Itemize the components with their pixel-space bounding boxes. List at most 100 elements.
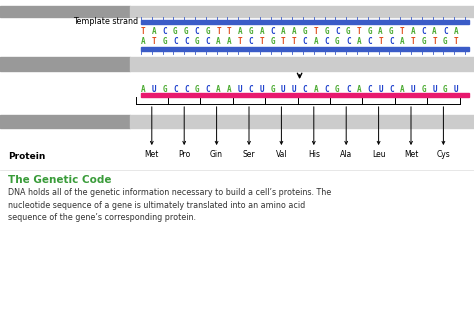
Text: T: T	[227, 27, 232, 36]
Text: A: A	[141, 37, 146, 46]
Text: G: G	[206, 27, 210, 36]
Text: T: T	[454, 37, 458, 46]
Text: G: G	[335, 37, 340, 46]
Text: T: T	[281, 37, 286, 46]
Text: A: A	[357, 37, 361, 46]
Text: U: U	[454, 85, 458, 94]
Text: T: T	[259, 37, 264, 46]
Text: A: A	[281, 27, 286, 36]
Text: A: A	[400, 85, 404, 94]
Text: T: T	[313, 27, 318, 36]
Text: A: A	[432, 27, 437, 36]
Bar	[141, 20, 469, 24]
Text: A: A	[216, 85, 221, 94]
Text: A: A	[238, 27, 243, 36]
Text: G: G	[270, 85, 275, 94]
Text: U: U	[152, 85, 156, 94]
Text: C: C	[335, 27, 340, 36]
Text: C: C	[367, 37, 372, 46]
Text: C: C	[443, 27, 448, 36]
Text: A: A	[313, 85, 318, 94]
Text: G: G	[443, 37, 448, 46]
Text: A: A	[378, 27, 383, 36]
Text: T: T	[238, 37, 243, 46]
Text: G: G	[367, 27, 372, 36]
Text: C: C	[346, 85, 350, 94]
Text: A: A	[227, 37, 232, 46]
Text: C: C	[184, 85, 189, 94]
Text: T: T	[400, 27, 404, 36]
Text: C: C	[367, 85, 372, 94]
Text: C: C	[206, 37, 210, 46]
Text: A: A	[454, 27, 458, 36]
Text: G: G	[303, 27, 307, 36]
Text: T: T	[357, 27, 361, 36]
Text: Val: Val	[275, 150, 287, 159]
Text: G: G	[249, 27, 253, 36]
Text: C: C	[249, 37, 253, 46]
Text: C: C	[324, 37, 329, 46]
Text: G: G	[389, 27, 394, 36]
Text: Cys: Cys	[437, 150, 450, 159]
Text: T: T	[292, 37, 297, 46]
Text: C: C	[162, 27, 167, 36]
Text: G: G	[421, 85, 426, 94]
Text: T: T	[432, 37, 437, 46]
Text: A: A	[313, 37, 318, 46]
Text: G: G	[195, 37, 199, 46]
Text: C: C	[195, 27, 199, 36]
Text: A: A	[141, 85, 146, 94]
Text: Ala: Ala	[340, 150, 352, 159]
Text: Leu: Leu	[372, 150, 385, 159]
Text: Met: Met	[145, 150, 159, 159]
Text: C: C	[249, 85, 253, 94]
Bar	[0, 57, 130, 71]
Text: A: A	[400, 37, 404, 46]
Text: The Genetic Code: The Genetic Code	[8, 175, 111, 185]
Text: DNA holds all of the genetic information necessary to build a cell’s proteins. T: DNA holds all of the genetic information…	[8, 188, 331, 222]
Bar	[141, 47, 469, 51]
Text: G: G	[184, 27, 189, 36]
Text: Protein: Protein	[8, 152, 46, 161]
Text: G: G	[195, 85, 199, 94]
Text: C: C	[206, 85, 210, 94]
Text: U: U	[238, 85, 243, 94]
Bar	[130, 57, 474, 71]
Text: G: G	[270, 37, 275, 46]
Text: A: A	[227, 85, 232, 94]
Text: U: U	[378, 85, 383, 94]
Text: G: G	[335, 85, 340, 94]
Text: G: G	[421, 37, 426, 46]
Text: Pro: Pro	[178, 150, 191, 159]
Text: C: C	[270, 27, 275, 36]
Text: C: C	[389, 85, 394, 94]
Text: T: T	[410, 37, 415, 46]
Text: U: U	[281, 85, 286, 94]
Text: Template strand: Template strand	[73, 18, 138, 26]
Text: G: G	[173, 27, 178, 36]
Text: C: C	[324, 85, 329, 94]
Text: G: G	[162, 37, 167, 46]
Text: Ser: Ser	[243, 150, 255, 159]
Text: C: C	[173, 37, 178, 46]
Text: C: C	[173, 85, 178, 94]
Text: A: A	[292, 27, 297, 36]
Bar	[0, 115, 130, 128]
Text: U: U	[259, 85, 264, 94]
Text: A: A	[357, 85, 361, 94]
Text: G: G	[443, 85, 448, 94]
Text: Gin: Gin	[210, 150, 223, 159]
Text: T: T	[141, 27, 146, 36]
Text: G: G	[346, 27, 350, 36]
Text: C: C	[184, 37, 189, 46]
Text: T: T	[152, 37, 156, 46]
Text: C: C	[389, 37, 394, 46]
Text: His: His	[308, 150, 320, 159]
Text: Met: Met	[404, 150, 418, 159]
Text: U: U	[410, 85, 415, 94]
Text: C: C	[421, 27, 426, 36]
Text: A: A	[259, 27, 264, 36]
Text: A: A	[410, 27, 415, 36]
Text: G: G	[162, 85, 167, 94]
Text: A: A	[152, 27, 156, 36]
